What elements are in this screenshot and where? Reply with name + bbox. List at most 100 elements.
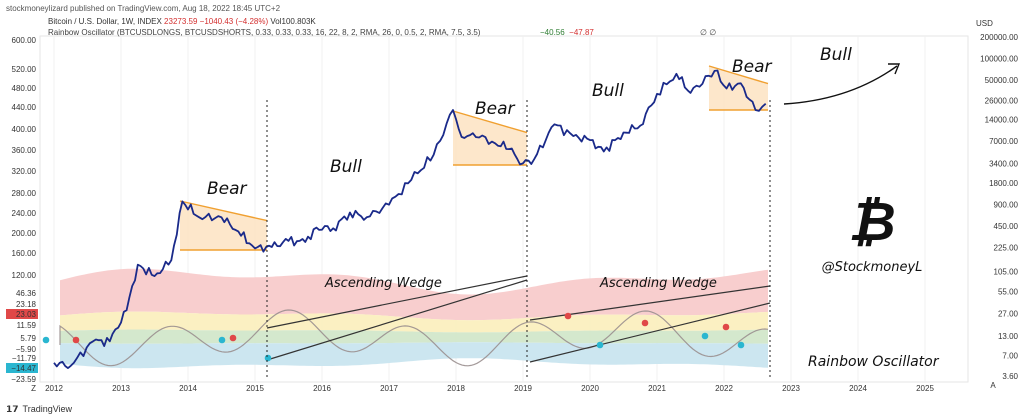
left-axis-tick: 320.00 bbox=[12, 167, 37, 176]
right-axis-tick: 100000.00 bbox=[980, 55, 1018, 64]
bull-label: Bull bbox=[592, 81, 624, 101]
x-axis-tick: 2023 bbox=[782, 384, 800, 393]
oscillator-markers bbox=[42, 312, 745, 362]
right-axis-tick: 27.00 bbox=[998, 309, 1019, 318]
right-axis-tick: 200000.00 bbox=[980, 33, 1018, 42]
oscillator-line bbox=[59, 309, 769, 367]
x-axis-tick: 2018 bbox=[447, 384, 465, 393]
timezone-button: Z bbox=[31, 384, 36, 393]
x-axis-tick: 2024 bbox=[849, 384, 867, 393]
indicator-line: Rainbow Oscillator (BTCUSDLONGS, BTCUSDS… bbox=[48, 28, 481, 37]
x-axis-tick: 2019 bbox=[514, 384, 532, 393]
price-line bbox=[53, 69, 767, 369]
bitcoin-logo-icon: ₿ bbox=[848, 190, 895, 253]
cycle-separators bbox=[266, 100, 771, 378]
osc-value-1: −40.56 bbox=[540, 28, 565, 37]
left-axis-tick: 200.00 bbox=[12, 229, 37, 238]
right-axis-tick: 7000.00 bbox=[989, 137, 1018, 146]
brand-name: TradingView bbox=[22, 404, 73, 414]
auto-scale-button: A bbox=[990, 381, 996, 390]
left-axis-tick: 480.00 bbox=[12, 84, 37, 93]
left-axis-tick: 520.00 bbox=[12, 65, 37, 74]
left-axis-tick: 360.00 bbox=[12, 146, 37, 155]
x-axis-tick: 2015 bbox=[246, 384, 264, 393]
osc-band-green bbox=[60, 329, 768, 344]
marker-buy bbox=[42, 336, 50, 344]
bear-zone-fill bbox=[180, 201, 267, 250]
wedge-line bbox=[266, 279, 528, 361]
marker-buy bbox=[264, 354, 272, 362]
right-axis-tick: 1800.00 bbox=[989, 179, 1018, 188]
bear-label: Bear bbox=[207, 179, 248, 199]
oscillator-values: −40.56 −47.87 bbox=[540, 28, 594, 37]
left-axis: 600.00 520.00 480.00 440.00 400.00 360.00 320.… bbox=[6, 36, 38, 384]
left-axis-tick: 400.00 bbox=[12, 125, 37, 134]
right-axis-tick: 50000.00 bbox=[985, 76, 1019, 85]
tradingview-footer[interactable]: 𝟭𝟳 TradingView bbox=[6, 404, 72, 415]
x-axis: 2012 2013 2014 2015 2016 2017 2018 2019 2020 2021… bbox=[31, 384, 934, 393]
bear-zones bbox=[179, 65, 769, 251]
plot-frame bbox=[39, 35, 969, 383]
x-axis-tick: 2013 bbox=[112, 384, 130, 393]
marker-sell bbox=[641, 319, 649, 327]
right-axis: 200000.00 100000.00 50000.00 26000.00 14000.… bbox=[980, 33, 1018, 390]
left-axis-tick: 11.59 bbox=[17, 321, 37, 330]
left-axis-tick: 240.00 bbox=[12, 209, 37, 218]
left-axis-tick: 600.00 bbox=[12, 36, 37, 45]
x-axis-tick: 2012 bbox=[45, 384, 63, 393]
left-axis-tick: 120.00 bbox=[12, 271, 37, 280]
marker-sell bbox=[229, 334, 237, 342]
left-axis-badge-label: −14.47 bbox=[11, 364, 36, 373]
oscillator-label: Rainbow Oscillator bbox=[808, 354, 940, 370]
right-axis-tick: 450.00 bbox=[994, 222, 1019, 231]
left-axis-tick: 23.18 bbox=[16, 300, 37, 309]
bull-arrow bbox=[783, 65, 898, 105]
right-axis-tick: 55.00 bbox=[998, 287, 1019, 296]
marker-buy bbox=[596, 341, 604, 349]
x-axis-tick: 2020 bbox=[581, 384, 599, 393]
left-axis-tick: 160.00 bbox=[12, 249, 37, 258]
currency-label: USD bbox=[976, 19, 993, 28]
rainbow-oscillator-bands bbox=[59, 268, 769, 369]
marker-sell bbox=[564, 312, 572, 320]
wedge-line bbox=[266, 275, 528, 329]
bear-zone-top-line bbox=[452, 110, 528, 134]
left-axis-tick: 46.36 bbox=[16, 289, 37, 298]
bear-label: Bear bbox=[475, 99, 516, 119]
right-axis-tick: 3400.00 bbox=[989, 159, 1018, 168]
price-change: −1040.43 (−4.28%) bbox=[199, 17, 269, 26]
left-axis-tick: −5.90 bbox=[16, 345, 37, 354]
ascending-wedge-label: Ascending Wedge bbox=[599, 276, 717, 291]
left-axis-tick: 280.00 bbox=[12, 189, 37, 198]
left-axis-tick: −11.79 bbox=[12, 354, 37, 363]
marker-buy bbox=[218, 336, 226, 344]
right-axis-tick: 26000.00 bbox=[985, 96, 1019, 105]
osc-band-blue bbox=[60, 342, 768, 369]
bear-zone-top-line bbox=[708, 65, 769, 85]
x-axis-tick: 2017 bbox=[380, 384, 398, 393]
right-axis-tick: 900.00 bbox=[994, 201, 1019, 210]
bear-label: Bear bbox=[732, 57, 773, 77]
marker-sell bbox=[72, 336, 80, 344]
left-axis-badge bbox=[6, 363, 38, 373]
left-axis-tick: 440.00 bbox=[12, 103, 37, 112]
left-axis-badge-label: 23.03 bbox=[16, 310, 37, 319]
marker-buy bbox=[737, 341, 745, 349]
x-axis-tick: 2021 bbox=[648, 384, 666, 393]
marker-buy bbox=[701, 332, 709, 340]
bull-arrow-head bbox=[888, 63, 901, 75]
x-axis-tick: 2016 bbox=[313, 384, 331, 393]
left-axis-tick: −23.59 bbox=[11, 375, 36, 384]
wedge-line bbox=[529, 302, 771, 363]
x-axis-tick: 2025 bbox=[916, 384, 934, 393]
left-axis-badge bbox=[6, 309, 38, 319]
right-axis-tick: 13.00 bbox=[998, 332, 1019, 341]
left-axis-tick: 5.79 bbox=[20, 334, 36, 343]
bear-zone-top-line bbox=[179, 200, 268, 222]
right-axis-tick: 225.00 bbox=[994, 244, 1019, 253]
publisher-line: stockmoneylizard published on TradingVie… bbox=[6, 4, 281, 13]
osc-value-2: −47.87 bbox=[569, 28, 594, 37]
bear-zone-fill bbox=[453, 111, 527, 165]
volume: Vol100.803K bbox=[270, 17, 316, 26]
